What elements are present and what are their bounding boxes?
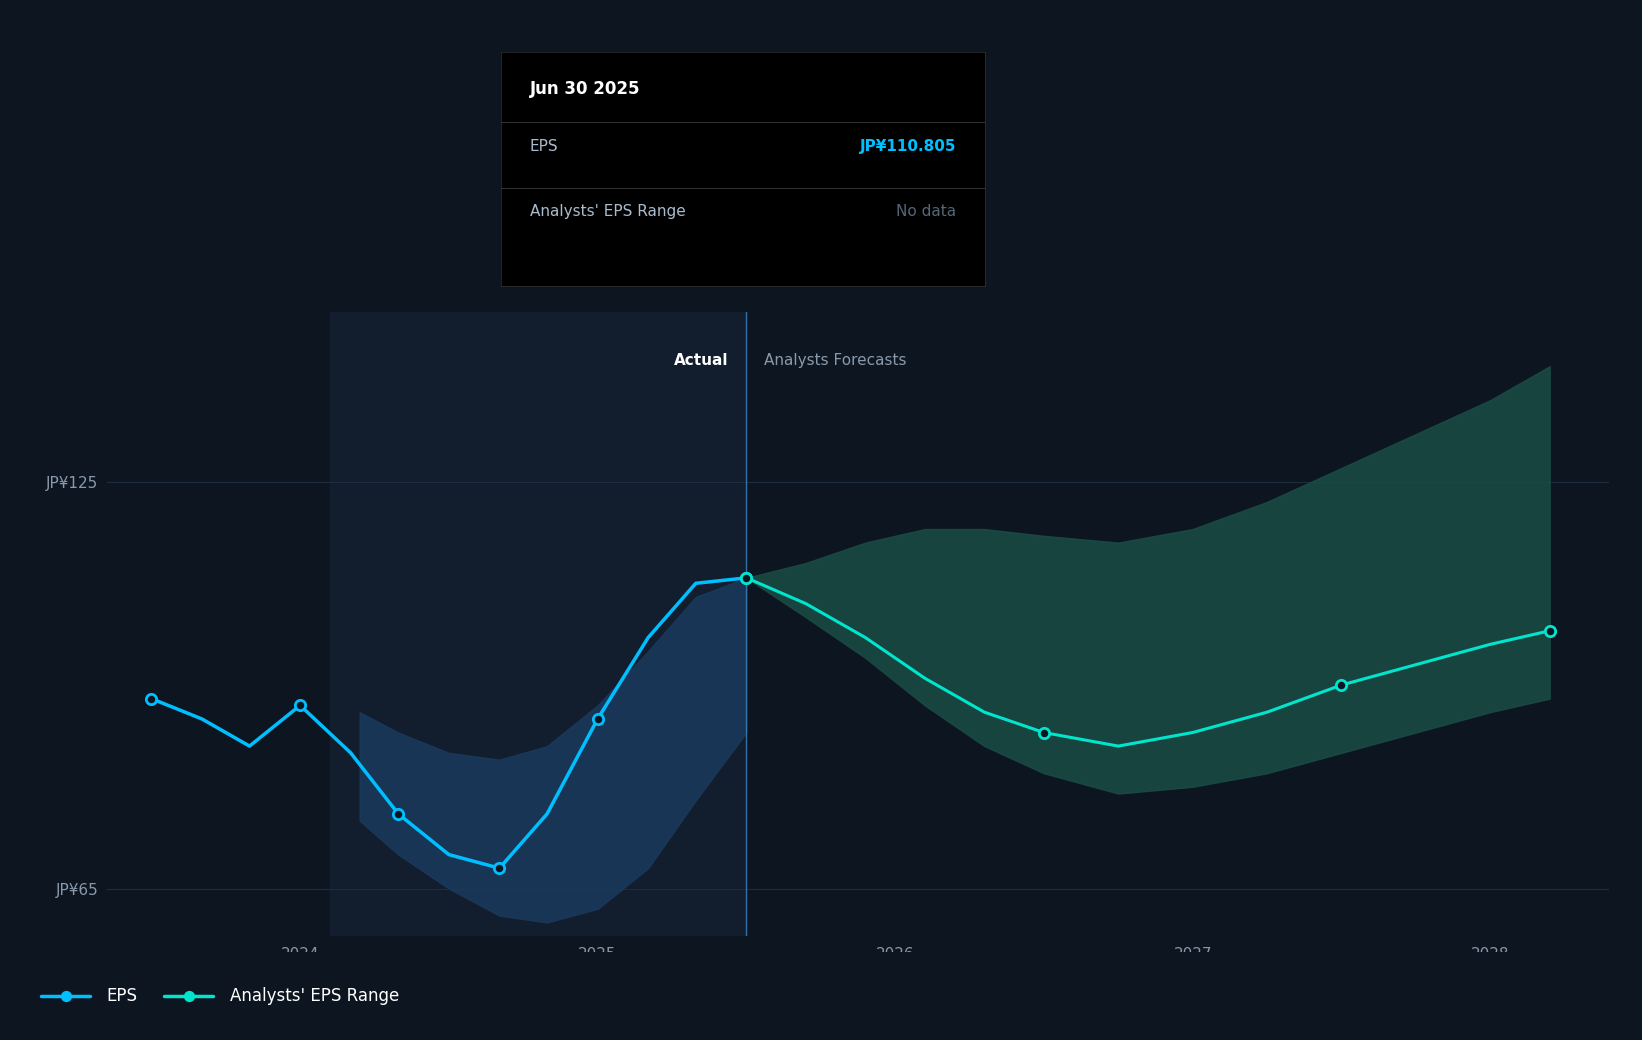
- Text: EPS: EPS: [107, 987, 138, 1005]
- Text: Analysts' EPS Range: Analysts' EPS Range: [230, 987, 399, 1005]
- Bar: [330, 312, 747, 936]
- Text: Analysts' EPS Range: Analysts' EPS Range: [530, 204, 686, 219]
- Point: [1031, 724, 1057, 740]
- Point: [1328, 677, 1355, 694]
- Point: [176, 988, 202, 1005]
- Text: Actual: Actual: [673, 353, 729, 368]
- Text: Jun 30 2025: Jun 30 2025: [530, 80, 640, 98]
- Point: [734, 570, 760, 587]
- Point: [486, 860, 512, 877]
- Point: [287, 697, 314, 713]
- Text: No data: No data: [897, 204, 956, 219]
- Point: [734, 570, 760, 587]
- Point: [53, 988, 79, 1005]
- Point: [386, 806, 412, 823]
- Text: EPS: EPS: [530, 138, 558, 154]
- Point: [1537, 623, 1563, 640]
- Point: [138, 691, 164, 707]
- Text: Analysts Forecasts: Analysts Forecasts: [764, 353, 906, 368]
- Text: JP¥110.805: JP¥110.805: [860, 138, 956, 154]
- Point: [585, 710, 611, 727]
